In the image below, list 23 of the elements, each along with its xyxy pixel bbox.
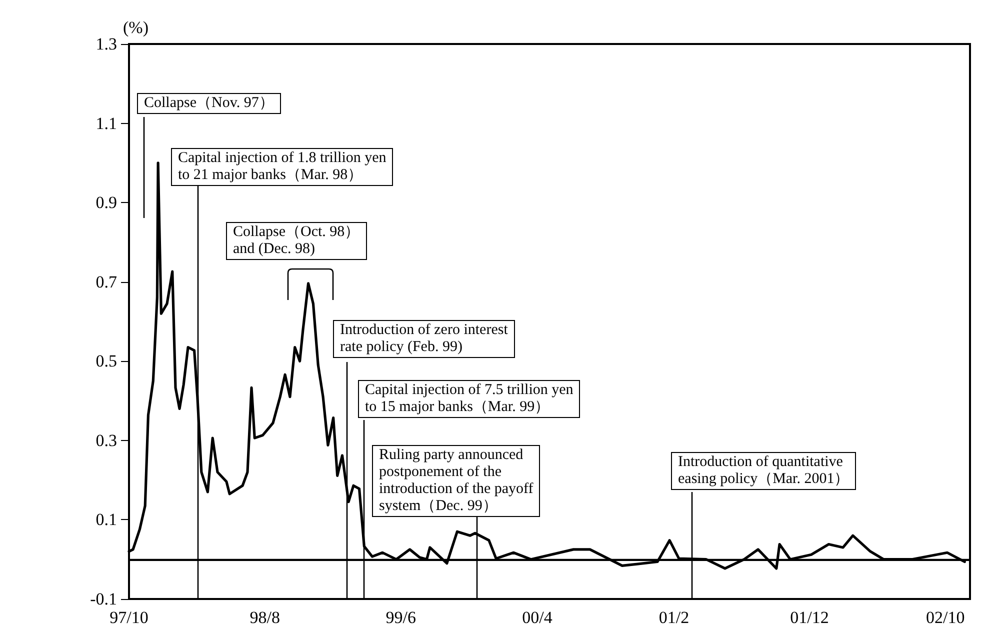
x-tick-label: 00/4	[522, 608, 553, 627]
y-tick-label: 0.9	[96, 193, 117, 212]
annotation: Introduction of zero interest rate policy (Feb. 99)	[333, 320, 515, 358]
y-tick-label: 1.3	[96, 34, 117, 54]
y-tick-label: 0.5	[96, 352, 117, 371]
x-tick-label: 98/8	[250, 608, 280, 627]
annotation: Capital injection of 7.5 trillion yen to 15 major banks（Mar. 99）	[358, 380, 580, 418]
annotation: Ruling party announced postponement of the introduction of the payoff system（Dec. 99）	[372, 445, 540, 517]
annotation: Introduction of quantitative easing policy（Mar. 2001）	[671, 452, 856, 490]
y-axis-title: (%)	[123, 18, 148, 37]
x-tick-label: 01/12	[790, 608, 829, 627]
annotation: Collapse（Oct. 98） and (Dec. 98)	[226, 222, 367, 260]
x-tick-label: 99/6	[386, 608, 416, 627]
annotation: Collapse（Nov. 97）	[137, 93, 281, 114]
x-tick-label: 97/10	[110, 608, 148, 627]
y-tick-label: -0.1	[90, 590, 117, 608]
x-tick-label: 01/2	[658, 608, 690, 627]
y-tick-label: 0.1	[96, 510, 117, 530]
x-tick-label: 02/10	[926, 608, 965, 627]
annotation: Capital injection of 1.8 trillion yen to 21 major banks（Mar. 98）	[171, 148, 394, 186]
y-tick-label: 0.7	[96, 272, 118, 292]
y-tick-label: 0.3	[96, 430, 117, 450]
y-tick-label: 1.1	[96, 114, 117, 133]
